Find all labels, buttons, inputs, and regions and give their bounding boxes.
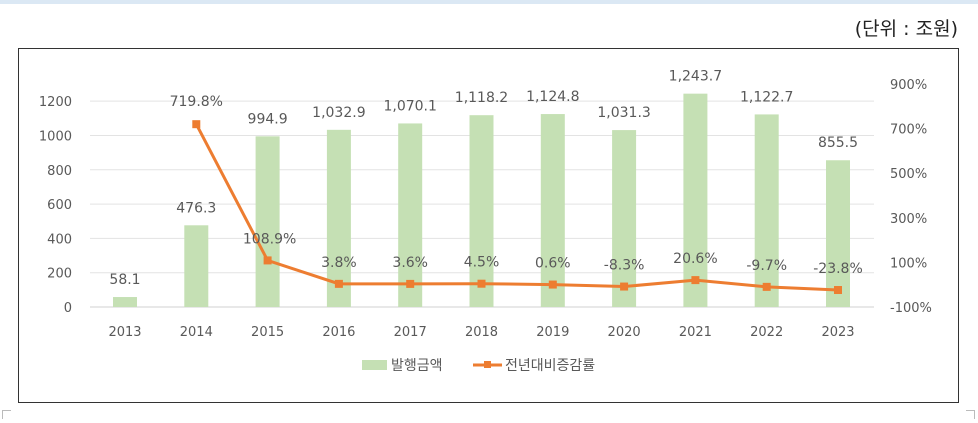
chart-frame — [18, 48, 959, 403]
x-tick-label: 2022 — [750, 325, 783, 340]
x-tick-label: 2013 — [108, 325, 141, 340]
x-tick-label: 2019 — [536, 325, 569, 340]
bar — [540, 114, 565, 308]
bar-data-label: 855.5 — [818, 135, 858, 151]
right-tick-label: -100% — [890, 301, 932, 316]
x-tick-label: 2014 — [180, 325, 213, 340]
bar-data-label: 1,032.9 — [312, 105, 365, 121]
right-tick-label: 100% — [890, 256, 927, 271]
bar-data-label: 1,070.1 — [383, 98, 436, 114]
line-data-label: 3.8% — [321, 255, 357, 271]
bar — [469, 115, 494, 307]
legend-bar-swatch — [362, 360, 387, 370]
line-data-label: 20.6% — [673, 251, 717, 267]
line-data-label: 3.6% — [392, 255, 428, 271]
bar — [184, 225, 209, 307]
left-tick-label: 1000 — [39, 129, 72, 144]
bar-data-label: 476.3 — [176, 200, 216, 216]
left-tick-label: 1200 — [39, 95, 72, 110]
bar-data-label: 1,031.3 — [597, 105, 650, 121]
left-tick-label: 200 — [47, 267, 72, 282]
bar — [754, 114, 779, 307]
line-marker — [762, 282, 771, 291]
right-tick-label: 700% — [890, 123, 927, 138]
bar-data-label: 1,118.2 — [455, 90, 508, 106]
bar — [398, 123, 423, 307]
x-tick-label: 2021 — [679, 325, 712, 340]
x-tick-label: 2017 — [394, 325, 427, 340]
left-tick-label: 800 — [47, 164, 72, 179]
x-tick-label: 2020 — [608, 325, 641, 340]
bar — [612, 130, 637, 307]
legend-line-label: 전년대비증감률 — [505, 358, 595, 374]
bar — [113, 297, 137, 307]
corner-mark — [966, 410, 975, 419]
line-data-label: 719.8% — [170, 94, 223, 110]
legend-line-marker — [484, 361, 491, 368]
line-data-label: 108.9% — [243, 231, 296, 247]
left-tick-label: 0 — [64, 301, 72, 316]
line-marker — [548, 280, 557, 289]
bar — [255, 136, 280, 307]
line-marker — [834, 286, 842, 295]
corner-mark — [2, 410, 11, 419]
line-marker — [263, 256, 272, 265]
x-tick-label: 2016 — [322, 325, 355, 340]
line-data-label: -8.3% — [604, 258, 645, 274]
bar-data-label: 1,243.7 — [669, 69, 722, 85]
bar — [826, 160, 850, 307]
window-top-border — [0, 0, 978, 4]
right-tick-label: 900% — [890, 78, 927, 93]
legend-bar-label: 발행금액 — [391, 358, 443, 374]
x-tick-label: 2015 — [251, 325, 284, 340]
line-marker — [406, 279, 415, 288]
line-series — [194, 123, 839, 292]
line-data-label: -9.7% — [746, 258, 787, 274]
line-marker — [334, 279, 343, 288]
unit-label: (단위 : 조원) — [854, 18, 958, 40]
line-data-label: 4.5% — [464, 255, 500, 271]
right-tick-label: 300% — [890, 212, 927, 227]
x-tick-label: 2023 — [821, 325, 854, 340]
bar-data-label: 1,124.8 — [526, 89, 579, 105]
bar — [326, 129, 351, 307]
bar-data-label: 994.9 — [248, 111, 288, 127]
line-marker — [620, 282, 629, 291]
x-tick-label: 2018 — [465, 325, 498, 340]
line-data-label: -23.8% — [813, 261, 863, 277]
left-tick-label: 400 — [47, 232, 72, 247]
bar-data-label: 58.1 — [109, 272, 140, 288]
line-marker — [477, 279, 486, 288]
line-marker — [192, 120, 201, 129]
line-marker — [691, 276, 700, 285]
bar — [683, 93, 708, 307]
right-tick-label: 500% — [890, 167, 927, 182]
line-data-label: 0.6% — [535, 256, 571, 272]
left-tick-label: 600 — [47, 198, 72, 213]
bar-data-label: 1,122.7 — [740, 89, 793, 105]
